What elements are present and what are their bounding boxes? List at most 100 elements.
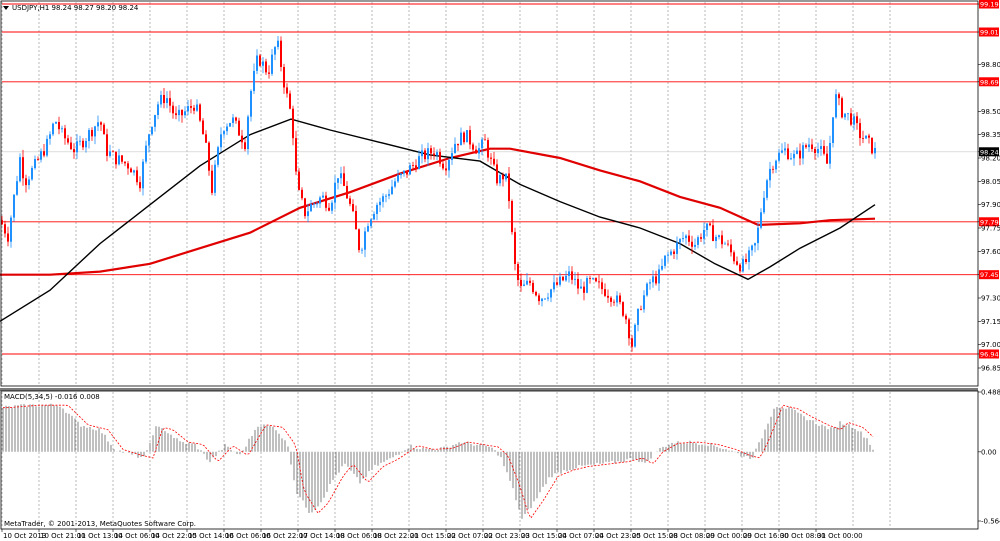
candle-body <box>460 132 462 146</box>
candle-body <box>148 134 150 146</box>
candle-body <box>274 47 276 55</box>
candle-body <box>592 278 594 279</box>
macd-signal-line <box>3 404 874 519</box>
price-axis: 99.19 99.01 98.80 98.69 98.50 98.35 98.2498.20… <box>978 0 1000 373</box>
time-tick-label: 21 Oct 15:00 <box>410 532 456 540</box>
symbol-menu-icon[interactable] <box>3 6 9 10</box>
candle-body <box>262 61 264 66</box>
candle-body <box>472 144 474 150</box>
candle-body <box>691 241 693 247</box>
time-tick-label: 15 Oct 14:00 <box>188 532 234 540</box>
candle-body <box>61 128 63 130</box>
candle-body <box>841 98 843 118</box>
candle-body <box>694 244 696 247</box>
candle-body <box>136 170 138 183</box>
candle-body <box>871 137 873 154</box>
macd-panel[interactable] <box>2 403 874 519</box>
candle-body <box>247 116 249 149</box>
candle-body <box>454 143 456 154</box>
candle-body <box>175 113 177 116</box>
candle-body <box>763 197 765 213</box>
panel-separator[interactable] <box>0 388 978 391</box>
price-tag-label: 98.69 <box>980 78 999 86</box>
candle-body <box>220 134 222 148</box>
candle-body <box>850 113 852 125</box>
candle-body <box>382 196 384 202</box>
candle-body <box>424 150 426 160</box>
candle-body <box>364 231 366 250</box>
candle-body <box>190 106 192 108</box>
time-tick-label: 10 Oct 2013 <box>3 532 46 540</box>
candle-body <box>655 276 657 284</box>
candle-body <box>124 161 126 164</box>
candle-body <box>325 195 327 208</box>
price-tick-label: 96.85 <box>981 365 1000 373</box>
candle-body <box>625 315 627 320</box>
candle-body <box>715 237 717 241</box>
candle-body <box>766 180 768 198</box>
candle-body <box>91 130 93 137</box>
candle-body <box>328 207 330 211</box>
price-tag-label: 96.94 <box>980 351 999 359</box>
candle-body <box>127 163 129 169</box>
candle-body <box>298 171 300 190</box>
candle-body <box>520 280 522 286</box>
candle-body <box>256 55 258 71</box>
price-tag <box>979 270 999 280</box>
price-tick-label: 97.90 <box>981 201 1000 209</box>
price-panel[interactable] <box>0 3 978 355</box>
candle-body <box>187 106 189 112</box>
candle-body <box>673 251 675 254</box>
candle-body <box>676 242 678 254</box>
candle-body <box>301 189 303 199</box>
time-tick-label: 23 Oct 15:00 <box>521 532 567 540</box>
candle-body <box>706 223 708 230</box>
candle-body <box>235 117 237 121</box>
candle-body <box>370 219 372 226</box>
candle-body <box>337 178 339 183</box>
candle-body <box>823 146 825 154</box>
candle-body <box>391 186 393 195</box>
candle-body <box>532 282 534 293</box>
candle-body <box>139 182 141 189</box>
candle-body <box>508 173 510 202</box>
time-tick-label: 31 Oct 00:00 <box>817 532 863 540</box>
price-tick-label: 97.30 <box>981 295 1000 303</box>
candle-body <box>115 151 117 165</box>
candle-body <box>475 149 477 154</box>
candle-body <box>253 70 255 91</box>
candle-body <box>529 280 531 283</box>
candle-body <box>211 170 213 193</box>
candle-body <box>514 232 516 264</box>
candle-body <box>784 148 786 151</box>
candle-body <box>76 141 78 153</box>
candle-body <box>571 271 573 280</box>
candle-body <box>481 139 483 149</box>
candle-body <box>277 40 279 47</box>
candle-body <box>595 278 597 282</box>
candle-body <box>796 150 798 154</box>
candle-body <box>547 297 549 299</box>
copyright-text: MetaTrader, © 2001-2013, MetaQuotes Soft… <box>4 520 196 528</box>
candle-body <box>295 138 297 172</box>
candle-body <box>244 142 246 150</box>
candle-body <box>601 282 603 290</box>
candle-body <box>37 159 39 160</box>
candle-body <box>862 138 864 139</box>
candle-body <box>610 297 612 302</box>
candle-body <box>748 250 750 262</box>
candle-body <box>457 143 459 146</box>
price-tag-label: 99.19 <box>980 1 999 9</box>
candle-body <box>526 280 528 285</box>
candle-body <box>238 120 240 136</box>
candle-body <box>157 104 159 115</box>
candle-body <box>550 289 552 298</box>
candle-body <box>205 134 207 143</box>
candle-body <box>727 243 729 245</box>
candle-body <box>733 252 735 262</box>
candle-body <box>742 259 744 272</box>
candle-body <box>505 173 507 180</box>
candle-body <box>103 124 105 135</box>
candle-body <box>343 173 345 186</box>
